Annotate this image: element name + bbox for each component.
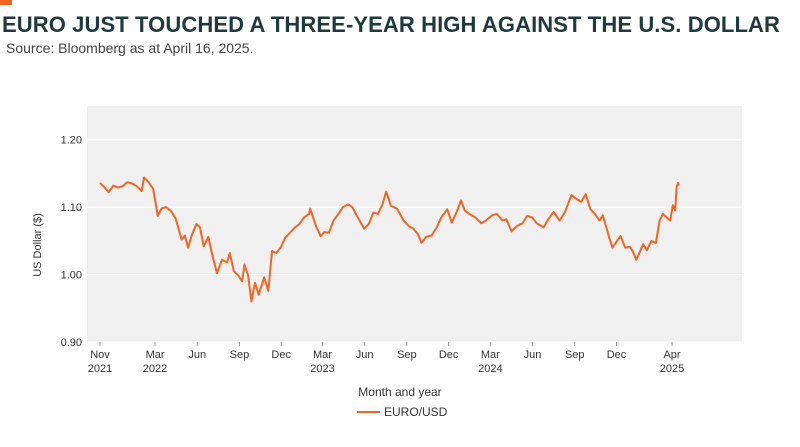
x-tick-label: Dec [607, 349, 627, 361]
x-tick-label: Mar [313, 349, 332, 361]
x-tick-year-label: 2022 [143, 363, 167, 375]
chart-subtitle: Source: Bloomberg as at April 16, 2025. [6, 40, 254, 56]
euro-usd-line [99, 176, 680, 303]
x-tick-label: Dec [271, 349, 291, 361]
gridlines [87, 139, 742, 343]
y-tick-label: 1.00 [61, 270, 82, 282]
x-tick-label: Sep [397, 349, 417, 361]
legend: EURO/USD [357, 405, 448, 419]
x-tick-year-label: 2024 [478, 363, 502, 375]
accent-bar [0, 0, 12, 5]
x-tick-label: Jun [356, 349, 374, 361]
x-tick-year-label: 2021 [88, 363, 112, 375]
plot-area [87, 106, 742, 342]
y-axis-label: US Dollar ($) [32, 213, 44, 277]
x-tick-label: Sep [565, 349, 585, 361]
x-tick-label: Jun [524, 349, 542, 361]
x-tick-year-label: 2023 [310, 363, 334, 375]
x-tick-label: Sep [230, 349, 250, 361]
y-tick-label: 1.10 [61, 202, 82, 214]
x-tick-label: Jun [188, 349, 206, 361]
x-tick-label: Mar [146, 349, 165, 361]
x-tick-label: Nov [90, 349, 110, 361]
x-tick-label: Mar [481, 349, 500, 361]
x-tick-label: Apr [663, 349, 680, 361]
x-tick-label: Dec [439, 349, 459, 361]
x-axis-ticks: Nov 2021 Mar 2022 Jun Sep Dec Mar 2023 Jun Sep Dec M… [88, 342, 684, 375]
legend-label-euro-usd: EURO/USD [384, 405, 448, 419]
chart-title: EURO JUST TOUCHED A THREE-YEAR HIGH AGAI… [2, 12, 780, 37]
x-axis-label: Month and year [358, 385, 441, 399]
x-tick-year-label: 2025 [660, 363, 684, 375]
y-tick-label: 0.90 [61, 337, 82, 349]
y-tick-label: 1.20 [61, 135, 82, 147]
y-axis-ticks: 1.20 1.10 1.00 0.90 [61, 135, 82, 349]
